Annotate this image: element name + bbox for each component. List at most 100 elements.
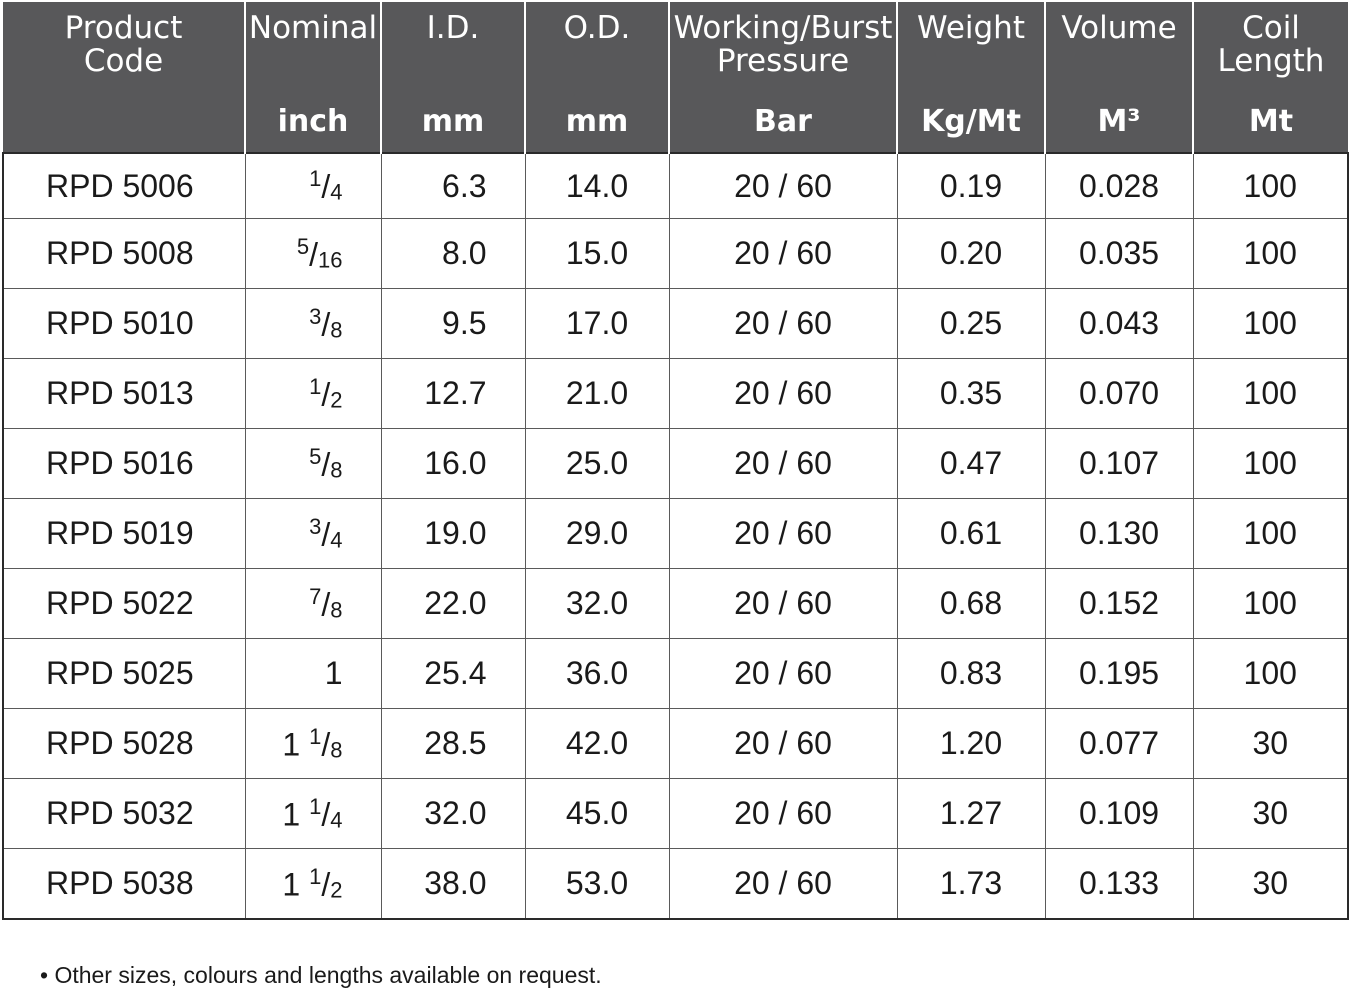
cell-coil-length: 100 — [1192, 218, 1349, 289]
cell-weight: 0.47 — [896, 428, 1046, 499]
cell-pressure: 20 / 60 — [668, 638, 898, 709]
header-unit: mm — [565, 104, 629, 139]
cell-weight: 0.68 — [896, 568, 1046, 639]
cell-volume: 0.152 — [1044, 568, 1194, 639]
cell-id: 28.5 — [380, 708, 526, 779]
header-label: Weight — [916, 10, 1025, 46]
cell-pressure: 20 / 60 — [668, 498, 898, 569]
cell-weight: 0.20 — [896, 218, 1046, 289]
cell-volume: 0.028 — [1044, 152, 1194, 219]
cell-coil-length: 30 — [1192, 778, 1349, 849]
cell-nominal: 3/8 — [244, 288, 382, 359]
cell-product-code: RPD 5025 — [2, 638, 246, 709]
header-label: Nominal — [248, 10, 378, 46]
cell-weight: 1.27 — [896, 778, 1046, 849]
cell-od: 36.0 — [524, 638, 670, 709]
cell-product-code: RPD 5019 — [2, 498, 246, 569]
cell-pressure: 20 / 60 — [668, 358, 898, 429]
cell-coil-length: 100 — [1192, 288, 1349, 359]
cell-weight: 0.61 — [896, 498, 1046, 569]
header-unit: mm — [421, 104, 485, 139]
cell-pressure: 20 / 60 — [668, 152, 898, 219]
cell-pressure: 20 / 60 — [668, 848, 898, 920]
table-row: RPD 5016 5/8 16.0 25.0 20 / 60 0.47 0.107 100 — [2, 428, 1349, 499]
cell-volume: 0.070 — [1044, 358, 1194, 429]
cell-od: 32.0 — [524, 568, 670, 639]
cell-pressure: 20 / 60 — [668, 288, 898, 359]
cell-pressure: 20 / 60 — [668, 778, 898, 849]
cell-id: 38.0 — [380, 848, 526, 920]
cell-product-code: RPD 5008 — [2, 218, 246, 289]
header-product-code: Product Code — [3, 2, 245, 153]
header-unit: Kg/Mt — [921, 104, 1021, 139]
cell-nominal: 7/8 — [244, 568, 382, 639]
header-label: I.D. — [426, 10, 480, 46]
cell-coil-length: 100 — [1192, 638, 1349, 709]
footnote: • Other sizes, colours and lengths avail… — [40, 962, 602, 988]
header-pressure: Working/Burst Pressure Bar — [668, 2, 897, 153]
cell-weight: 0.19 — [896, 152, 1046, 219]
header-nominal: Nominal inch — [244, 2, 381, 153]
cell-nominal: 1 1/4 — [244, 778, 382, 849]
cell-weight: 0.25 — [896, 288, 1046, 359]
header-id: I.D. mm — [380, 2, 525, 153]
cell-od: 42.0 — [524, 708, 670, 779]
table-row: RPD 5028 1 1/8 28.5 42.0 20 / 60 1.20 0.077 30 — [2, 708, 1349, 779]
header-unit: Mt — [1248, 104, 1294, 139]
cell-id: 19.0 — [380, 498, 526, 569]
cell-nominal: 1 1/2 — [244, 848, 382, 920]
cell-volume: 0.195 — [1044, 638, 1194, 709]
table-header: Product Code Nominal inch I.D. mm O.D. mm Wo… — [3, 2, 1348, 153]
table-row: RPD 5010 3/8 9.5 17.0 20 / 60 0.25 0.043 100 — [2, 288, 1349, 359]
cell-nominal: 3/4 — [244, 498, 382, 569]
cell-coil-length: 100 — [1192, 358, 1349, 429]
cell-product-code: RPD 5006 — [2, 152, 246, 219]
cell-id: 22.0 — [380, 568, 526, 639]
cell-volume: 0.130 — [1044, 498, 1194, 569]
header-weight: Weight Kg/Mt — [896, 2, 1045, 153]
header-unit: Bar — [754, 104, 812, 139]
cell-weight: 0.83 — [896, 638, 1046, 709]
table-body: RPD 5006 1/4 6.3 14.0 20 / 60 0.19 0.028 100 RPD… — [2, 152, 1349, 920]
header-coil-length: Coil Length Mt — [1192, 2, 1348, 153]
cell-id: 32.0 — [380, 778, 526, 849]
cell-coil-length: 100 — [1192, 152, 1349, 219]
cell-od: 25.0 — [524, 428, 670, 499]
cell-id: 8.0 — [380, 218, 526, 289]
header-od: O.D. mm — [524, 2, 669, 153]
cell-pressure: 20 / 60 — [668, 708, 898, 779]
cell-coil-length: 100 — [1192, 428, 1349, 499]
cell-product-code: RPD 5038 — [2, 848, 246, 920]
cell-volume: 0.133 — [1044, 848, 1194, 920]
cell-od: 53.0 — [524, 848, 670, 920]
header-label: Product Code — [64, 10, 183, 79]
cell-weight: 1.20 — [896, 708, 1046, 779]
cell-coil-length: 100 — [1192, 568, 1349, 639]
cell-product-code: RPD 5032 — [2, 778, 246, 849]
header-row: Product Code Nominal inch I.D. mm O.D. mm Wo… — [3, 2, 1348, 153]
cell-volume: 0.109 — [1044, 778, 1194, 849]
cell-pressure: 20 / 60 — [668, 568, 898, 639]
header-label: Working/Burst Pressure — [673, 10, 893, 79]
cell-nominal: 1 — [244, 638, 382, 709]
cell-product-code: RPD 5013 — [2, 358, 246, 429]
cell-od: 21.0 — [524, 358, 670, 429]
header-unit: M³ — [1097, 104, 1141, 139]
cell-coil-length: 30 — [1192, 708, 1349, 779]
cell-od: 17.0 — [524, 288, 670, 359]
cell-volume: 0.077 — [1044, 708, 1194, 779]
table-row: RPD 5008 5/16 8.0 15.0 20 / 60 0.20 0.035 100 — [2, 218, 1349, 289]
header-label: O.D. — [563, 10, 631, 46]
cell-weight: 1.73 — [896, 848, 1046, 920]
cell-od: 45.0 — [524, 778, 670, 849]
header-volume: Volume M³ — [1044, 2, 1193, 153]
cell-od: 14.0 — [524, 152, 670, 219]
table-row: RPD 5022 7/8 22.0 32.0 20 / 60 0.68 0.152 100 — [2, 568, 1349, 639]
cell-volume: 0.107 — [1044, 428, 1194, 499]
cell-nominal: 1/2 — [244, 358, 382, 429]
cell-id: 25.4 — [380, 638, 526, 709]
cell-id: 9.5 — [380, 288, 526, 359]
cell-product-code: RPD 5028 — [2, 708, 246, 779]
cell-id: 6.3 — [380, 152, 526, 219]
header-label: Volume — [1061, 10, 1177, 46]
